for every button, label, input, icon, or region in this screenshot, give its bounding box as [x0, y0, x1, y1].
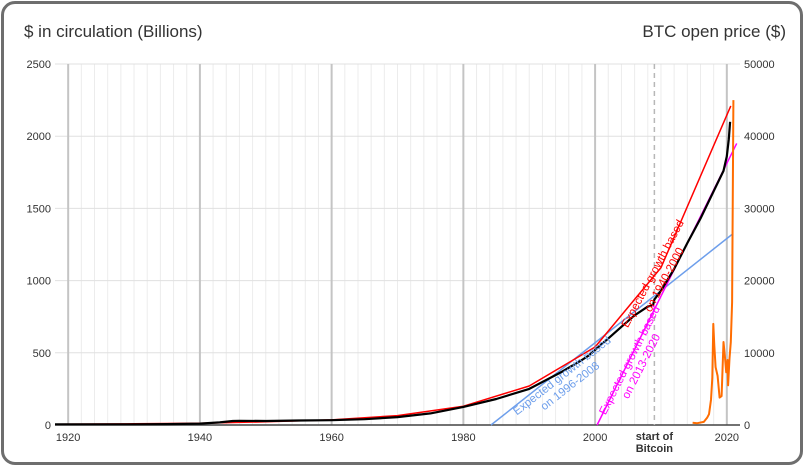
chart-plot: 0 500 1000 1500 2000 2500 0 10000 20000 30000 4000…	[27, 59, 775, 455]
y-right-tick-label: 50000	[744, 59, 775, 71]
marker-label-line2: Bitcoin	[636, 443, 674, 455]
annotation-3: Expected growth basedon 2013-2020	[598, 304, 675, 422]
x-tick-label: 1980	[451, 432, 475, 444]
right-axis-title: BTC open price ($)	[642, 22, 786, 41]
x-tick-label: 2000	[583, 432, 607, 444]
y-left-tick-label: 500	[33, 348, 51, 360]
y-right-tick-label: 0	[744, 420, 750, 432]
y-left-tick-label: 1000	[27, 276, 51, 288]
x-tick-label: 1920	[56, 432, 80, 444]
left-axis-title: $ in circulation (Billions)	[24, 22, 203, 41]
series-line-circulation	[55, 121, 732, 426]
y-right-tick-label: 10000	[744, 348, 775, 360]
x-tick-label: 1940	[188, 432, 212, 444]
y-left-tick-label: 2000	[27, 131, 51, 143]
y-left-tick-label: 2500	[27, 59, 51, 71]
y-right-tick-label: 20000	[744, 276, 775, 288]
x-tick-label: 1960	[319, 432, 343, 444]
y-left-tick-label: 0	[45, 420, 51, 432]
y-left-tick-label: 1500	[27, 203, 51, 215]
series-line-fit-1996-2008	[490, 233, 733, 426]
annotation-line-1: Expected growth based	[511, 335, 613, 418]
marker-label-line1: start of	[636, 431, 674, 443]
y-right-tick-label: 40000	[744, 131, 775, 143]
y-right-tick-label: 30000	[744, 203, 775, 215]
series-line-btc	[692, 100, 735, 425]
annotation-1: Expected growth basedon 1940-2000	[620, 218, 699, 336]
x-tick-label: 2020	[715, 432, 739, 444]
